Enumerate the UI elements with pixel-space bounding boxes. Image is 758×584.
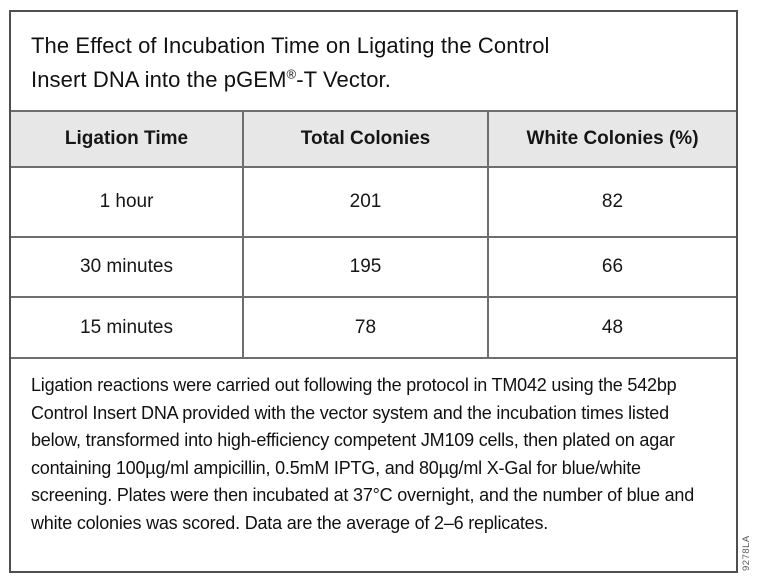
table-row: 30 minutes 195 66 bbox=[11, 238, 736, 298]
figure-footnote: Ligation reactions were carried out foll… bbox=[31, 375, 695, 533]
title-line2-end: -T Vector. bbox=[296, 67, 391, 92]
header-ligation-time: Ligation Time bbox=[11, 112, 244, 166]
figure-part-number: 9278LA bbox=[741, 535, 752, 571]
figure-box: The Effect of Incubation Time on Ligatin… bbox=[9, 10, 738, 573]
table-header-row: Ligation Time Total Colonies White Colon… bbox=[11, 110, 736, 168]
cell-total-colonies: 201 bbox=[244, 168, 489, 236]
table-row: 15 minutes 78 48 bbox=[11, 298, 736, 359]
cell-total-colonies: 78 bbox=[244, 298, 489, 357]
header-white-colonies: White Colonies (%) bbox=[526, 128, 699, 149]
cell-ligation-time: 30 minutes bbox=[11, 238, 244, 296]
figure-title: The Effect of Incubation Time on Ligatin… bbox=[11, 12, 736, 110]
cell-white-colonies: 66 bbox=[601, 256, 624, 277]
header-total-colonies: Total Colonies bbox=[244, 112, 489, 166]
title-line1: The Effect of Incubation Time on Ligatin… bbox=[31, 33, 550, 58]
cell-total-colonies: 195 bbox=[244, 238, 489, 296]
cell-ligation-time: 15 minutes bbox=[11, 298, 244, 357]
cell-ligation-time: 1 hour bbox=[11, 168, 244, 236]
title-line2: Insert DNA into the pGEM bbox=[31, 67, 287, 92]
registered-trademark-symbol: ® bbox=[286, 66, 297, 82]
table-row: 1 hour 201 82 bbox=[11, 168, 736, 238]
cell-white-colonies: 48 bbox=[601, 316, 624, 338]
cell-white-colonies: 82 bbox=[601, 191, 624, 212]
